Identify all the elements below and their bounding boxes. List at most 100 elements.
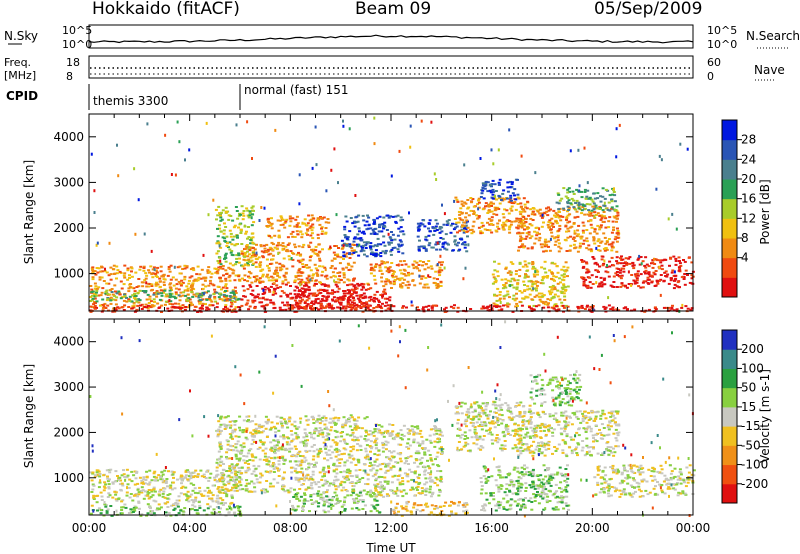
scatter-cell	[221, 209, 225, 212]
scatter-cell	[302, 442, 306, 445]
scatter-cell	[357, 254, 361, 257]
scatter-cell	[114, 493, 118, 496]
scatter-cell	[215, 291, 219, 294]
scatter-cell	[167, 266, 171, 268]
scatter-cell	[207, 213, 210, 217]
scatter-cell	[484, 202, 488, 205]
scatter-cell	[243, 461, 247, 464]
scatter-cell	[397, 243, 401, 246]
scatter-cell	[515, 286, 519, 289]
scatter-cell	[616, 211, 620, 214]
scatter-cell	[385, 278, 389, 281]
scatter-cell	[267, 267, 271, 270]
scatter-cell	[290, 439, 294, 442]
scatter-cell	[228, 262, 232, 265]
scatter-cell	[354, 308, 358, 311]
scatter-cell	[345, 442, 349, 445]
scatter-cell	[251, 433, 255, 436]
scatter-cell	[238, 223, 242, 226]
scatter-cell	[556, 289, 560, 292]
scatter-cell	[610, 198, 614, 201]
scatter-cell	[152, 486, 156, 489]
scatter-cell	[159, 478, 163, 481]
scatter-cell	[365, 255, 369, 258]
scatter-cell	[427, 244, 431, 247]
scatter-cell	[516, 178, 519, 181]
scatter-cell	[541, 282, 545, 285]
scatter-cell	[580, 304, 584, 307]
scatter-cell	[482, 307, 486, 310]
scatter-cell	[564, 304, 568, 307]
scatter-cell	[603, 197, 607, 200]
scatter-cell	[250, 259, 254, 262]
scatter-cell	[140, 303, 144, 306]
scatter-cell	[169, 514, 173, 517]
scatter-cell	[201, 307, 204, 310]
scatter-cell	[578, 189, 581, 193]
scatter-cell	[344, 489, 348, 491]
scatter-cell	[237, 513, 241, 515]
scatter-cell	[290, 257, 293, 260]
scatter-cell	[263, 206, 266, 210]
scatter-cell	[268, 235, 272, 238]
scatter-cell	[275, 444, 279, 447]
scatter-cell	[252, 470, 256, 473]
scatter-cell	[179, 284, 183, 287]
scatter-cell	[299, 296, 303, 299]
scatter-cell	[99, 512, 103, 515]
scatter-cell	[324, 268, 327, 272]
scatter-cell	[551, 284, 555, 287]
scatter-cell	[463, 241, 467, 244]
scatter-cell	[411, 279, 415, 282]
scatter-cell	[301, 440, 305, 443]
scatter-cell	[329, 245, 332, 249]
scatter-cell	[492, 190, 496, 193]
scatter-cell	[235, 483, 239, 486]
scatter-cell	[109, 468, 113, 471]
scatter-cell	[208, 296, 212, 298]
scatter-cell	[350, 307, 354, 310]
scatter-cell	[187, 282, 191, 285]
scatter-cell	[270, 279, 274, 282]
scatter-cell	[567, 209, 571, 211]
scatter-cell	[176, 502, 180, 505]
colorbar-tick-label: 20	[741, 172, 756, 186]
scatter-cell	[132, 306, 136, 309]
scatter-cell	[230, 296, 234, 299]
scatter-cell	[145, 285, 149, 288]
scatter-cell	[191, 282, 195, 285]
scatter-cell	[336, 290, 340, 293]
scatter-cell	[399, 230, 403, 233]
scatter-cell	[296, 304, 300, 307]
scatter-cell	[142, 476, 146, 479]
scatter-cell	[353, 418, 357, 421]
scatter-cell	[513, 188, 517, 191]
scatter-cell	[391, 247, 395, 249]
scatter-cell	[502, 189, 506, 192]
scatter-cell	[169, 293, 173, 296]
scatter-cell	[175, 283, 179, 286]
scatter-cell	[596, 249, 600, 252]
scatter-cell	[562, 292, 566, 295]
scatter-cell	[269, 441, 273, 444]
scatter-cell	[130, 307, 134, 310]
scatter-cell	[150, 489, 154, 492]
freq-label-line1: Freq.	[4, 56, 31, 69]
scatter-cell	[240, 243, 244, 245]
scatter-cell	[262, 441, 266, 444]
scatter-cell	[521, 219, 525, 222]
scatter-cell	[252, 276, 256, 278]
scatter-cell	[422, 261, 425, 263]
scatter-cell	[527, 262, 531, 265]
scatter-cell	[400, 263, 404, 266]
scatter-cell	[401, 305, 405, 308]
scatter-cell	[281, 478, 285, 481]
scatter-cell	[224, 426, 228, 429]
scatter-cell	[301, 265, 305, 268]
scatter-cell	[334, 422, 338, 425]
scatter-cell	[640, 262, 643, 266]
scatter-cell	[122, 469, 125, 472]
scatter-cell	[461, 219, 465, 222]
scatter-cell	[587, 244, 591, 247]
scatter-cell	[345, 475, 349, 478]
